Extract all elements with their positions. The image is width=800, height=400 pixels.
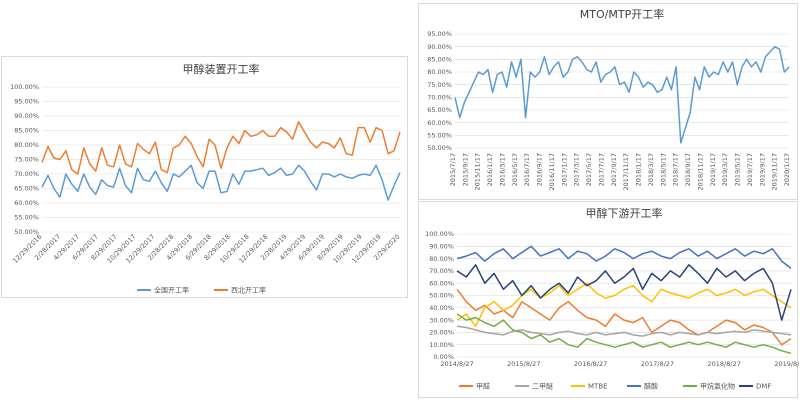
- x-tick-label: 2018/5/17: [659, 153, 667, 186]
- y-tick-label: 55.00%: [14, 214, 39, 222]
- y-tick-label: 55.00%: [427, 132, 452, 140]
- downstream-chart-panel: 甲醇下游开工率 0.00% 10.00% 20.00% 30.00% 40.00% 50.0…: [418, 201, 799, 398]
- x-tick-label: 2018/11/17: [696, 153, 704, 190]
- x-tick-label: 2016/5/17: [511, 153, 519, 186]
- x-tick-label: 2017/11/17: [622, 153, 630, 190]
- x-tick-label: 2018/3/17: [647, 153, 655, 186]
- y-tick-label: 100.00%: [425, 230, 454, 238]
- series-line-3: [456, 282, 792, 328]
- y-tick-label: 85.00%: [14, 127, 39, 135]
- y-tick-label: 60.00%: [429, 279, 454, 287]
- mto-mtp-chart: MTO/MTP开工率 50.00% 55.00% 60.00% 65.00% 70.00%…: [427, 7, 791, 190]
- x-tick-label: 2017/5/17: [585, 153, 593, 186]
- y-tick-label: 65.00%: [427, 106, 452, 114]
- y-tick-label: 95.00%: [14, 98, 39, 106]
- y-tick-label: 20.00%: [429, 329, 454, 337]
- x-tick-label: 2017/9/17: [610, 153, 618, 186]
- x-tick-label: 2019/9/17: [758, 153, 766, 186]
- y-tick-label: 60.00%: [427, 119, 452, 127]
- y-tick-label: 30.00%: [429, 316, 454, 324]
- legend-label: 甲醛: [476, 382, 490, 391]
- x-tick-label: 2019/1/17: [709, 153, 717, 186]
- y-tick-label: 90.00%: [429, 243, 454, 251]
- y-tick-label: 80.00%: [14, 141, 39, 149]
- y-tick-label: 80.00%: [429, 255, 454, 263]
- y-tick-label: 90.00%: [14, 112, 39, 120]
- y-tick-label: 70.00%: [429, 267, 454, 275]
- y-tick-label: 0.00%: [433, 353, 454, 361]
- series-line-6: [456, 264, 792, 321]
- legend-label: MTBE: [588, 383, 608, 391]
- series-line-1: [454, 45, 790, 144]
- x-tick-label: 2019/7/17: [746, 153, 754, 186]
- y-tick-label: 95.00%: [427, 30, 452, 38]
- x-tick-label: 2015/7/17: [449, 153, 457, 186]
- y-tick-label: 65.00%: [14, 185, 39, 193]
- legend-label: 全国开工率: [154, 286, 189, 295]
- x-tick-label: 2020/1/17: [783, 153, 791, 186]
- x-tick-label: 2019/8/27: [774, 360, 799, 368]
- y-tick-label: 90.00%: [427, 43, 452, 51]
- x-tick-label: 2018/8/27: [708, 360, 741, 368]
- y-tick-label: 40.00%: [429, 304, 454, 312]
- y-tick-label: 10.00%: [429, 341, 454, 349]
- y-tick-label: 75.00%: [14, 156, 39, 164]
- methanol-plant-chart: 甲醇装置开工率 50.00% 55.00% 60.00% 65.00% 70.00% 75.…: [10, 62, 401, 295]
- legend-label: DMF: [756, 383, 771, 391]
- legend-label: 二甲醚: [532, 382, 553, 391]
- x-tick-label: 2015/9/17: [461, 153, 469, 186]
- methanol-plant-chart-panel: 甲醇装置开工率 50.00% 55.00% 60.00% 65.00% 70.00% 75.…: [1, 56, 408, 298]
- y-tick-label: 100.00%: [10, 83, 39, 91]
- series-line-5: [456, 313, 792, 355]
- chart-title: MTO/MTP开工率: [580, 7, 664, 21]
- y-tick-label: 60.00%: [14, 199, 39, 207]
- chart-title: 甲醇装置开工率: [183, 62, 260, 76]
- x-tick-label: 2017/1/17: [560, 153, 568, 186]
- x-tick-label: 2019/11/17: [771, 153, 779, 190]
- series-line-2: [41, 121, 401, 175]
- downstream-chart: 甲醇下游开工率 0.00% 10.00% 20.00% 30.00% 40.00% 50.0…: [425, 206, 799, 391]
- y-tick-label: 70.00%: [14, 170, 39, 178]
- x-tick-label: 2017/7/17: [597, 153, 605, 186]
- y-tick-label: 80.00%: [427, 68, 452, 76]
- y-tick-label: 50.00%: [427, 144, 452, 152]
- x-tick-label: 2017/8/27: [641, 360, 674, 368]
- y-tick-label: 70.00%: [427, 94, 452, 102]
- y-tick-label: 85.00%: [427, 56, 452, 64]
- y-tick-label: 50.00%: [14, 228, 39, 236]
- legend-label: 西北开工率: [231, 286, 266, 295]
- x-tick-label: 2019/5/17: [734, 153, 742, 186]
- y-tick-label: 50.00%: [429, 292, 454, 300]
- x-tick-label: 2014/8/27: [440, 360, 473, 368]
- chart-title: 甲醇下游开工率: [586, 206, 663, 220]
- x-tick-label: 2016/11/17: [548, 153, 556, 190]
- series-line-4: [456, 245, 792, 269]
- mto-mtp-chart-panel: MTO/MTP开工率 50.00% 55.00% 60.00% 65.00% 70.00%…: [418, 3, 798, 200]
- x-tick-label: 2015/11/17: [474, 153, 482, 190]
- x-tick-label: 2016/3/17: [498, 153, 506, 186]
- x-tick-label: 2015/8/27: [507, 360, 540, 368]
- x-tick-label: 2018/9/17: [684, 153, 692, 186]
- x-tick-label: 2018/7/17: [672, 153, 680, 186]
- x-tick-label: 2019/3/17: [721, 153, 729, 186]
- x-tick-label: 2016/7/17: [523, 153, 531, 186]
- x-tick-label: 2016/8/27: [574, 360, 607, 368]
- x-tick-label: 2018/1/17: [635, 153, 643, 186]
- series-line-1: [41, 164, 401, 201]
- series-line-1: [456, 288, 792, 346]
- x-tick-label: 2016/1/17: [486, 153, 494, 186]
- y-tick-label: 75.00%: [427, 81, 452, 89]
- legend-label: 甲烷氯化物: [700, 382, 735, 391]
- series-line-2: [456, 325, 792, 337]
- x-tick-label: 2016/9/17: [536, 153, 544, 186]
- x-tick-label: 2017/3/17: [573, 153, 581, 186]
- legend-label: 醋酸: [644, 382, 658, 391]
